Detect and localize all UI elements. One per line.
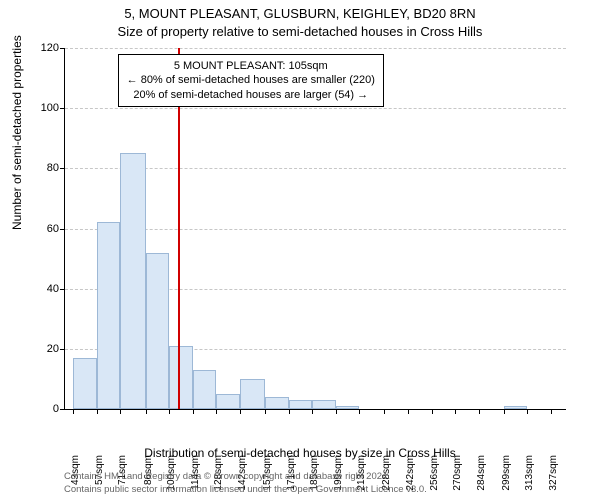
- x-tick-mark: [551, 409, 552, 414]
- y-tick-mark: [60, 409, 65, 410]
- histogram-bar: [193, 370, 217, 409]
- x-tick-mark: [193, 409, 194, 414]
- info-box-line3: 20% of semi-detached houses are larger (…: [127, 88, 375, 102]
- histogram-bar: [146, 253, 170, 409]
- x-tick-mark: [455, 409, 456, 414]
- y-axis-label: Number of semi-detached properties: [10, 35, 24, 230]
- y-tick-mark: [60, 168, 65, 169]
- histogram-bar: [169, 346, 193, 409]
- x-tick-mark: [97, 409, 98, 414]
- info-box: 5 MOUNT PLEASANT: 105sqm ← 80% of semi-d…: [118, 54, 384, 107]
- attribution: Contains HM Land Registry data © Crown c…: [64, 471, 427, 496]
- x-axis-label: Distribution of semi-detached houses by …: [0, 446, 600, 460]
- x-tick-label: 256sqm: [429, 455, 440, 491]
- chart-container: 5, MOUNT PLEASANT, GLUSBURN, KEIGHLEY, B…: [0, 0, 600, 500]
- x-tick-label: 270sqm: [452, 455, 463, 491]
- x-tick-mark: [384, 409, 385, 414]
- histogram-bar: [73, 358, 97, 409]
- histogram-bar: [312, 400, 336, 409]
- x-tick-mark: [216, 409, 217, 414]
- x-tick-mark: [504, 409, 505, 414]
- info-box-line2: ← 80% of semi-detached houses are smalle…: [127, 73, 375, 87]
- histogram-bar: [289, 400, 313, 409]
- histogram-bar: [336, 406, 360, 409]
- chart-title-main: 5, MOUNT PLEASANT, GLUSBURN, KEIGHLEY, B…: [0, 6, 600, 21]
- x-tick-mark: [265, 409, 266, 414]
- x-tick-mark: [73, 409, 74, 414]
- x-tick-mark: [359, 409, 360, 414]
- attribution-line1: Contains HM Land Registry data © Crown c…: [64, 471, 427, 483]
- histogram-bar: [265, 397, 289, 409]
- plot-area: 02040608010012043sqm57sqm71sqm86sqm100sq…: [64, 48, 566, 410]
- histogram-bar: [120, 153, 145, 409]
- x-tick-label: 284sqm: [476, 455, 487, 491]
- x-tick-mark: [240, 409, 241, 414]
- x-tick-mark: [169, 409, 170, 414]
- gridline: [65, 48, 566, 49]
- y-tick-mark: [60, 289, 65, 290]
- chart-title-sub: Size of property relative to semi-detach…: [0, 24, 600, 39]
- x-tick-label: 327sqm: [548, 455, 559, 491]
- y-tick-mark: [60, 349, 65, 350]
- y-tick-mark: [60, 108, 65, 109]
- x-tick-mark: [146, 409, 147, 414]
- x-tick-mark: [479, 409, 480, 414]
- histogram-bar: [240, 379, 265, 409]
- x-tick-label: 313sqm: [524, 455, 535, 491]
- histogram-bar: [97, 222, 121, 409]
- x-tick-mark: [408, 409, 409, 414]
- info-box-line1: 5 MOUNT PLEASANT: 105sqm: [127, 59, 375, 73]
- histogram-bar: [504, 406, 528, 409]
- y-tick-mark: [60, 48, 65, 49]
- x-tick-mark: [289, 409, 290, 414]
- y-tick-mark: [60, 229, 65, 230]
- x-tick-mark: [312, 409, 313, 414]
- x-tick-mark: [120, 409, 121, 414]
- attribution-line2: Contains public sector information licen…: [64, 484, 427, 496]
- histogram-bar: [216, 394, 240, 409]
- gridline: [65, 108, 566, 109]
- x-tick-mark: [527, 409, 528, 414]
- x-tick-mark: [432, 409, 433, 414]
- x-tick-label: 299sqm: [501, 455, 512, 491]
- x-tick-mark: [336, 409, 337, 414]
